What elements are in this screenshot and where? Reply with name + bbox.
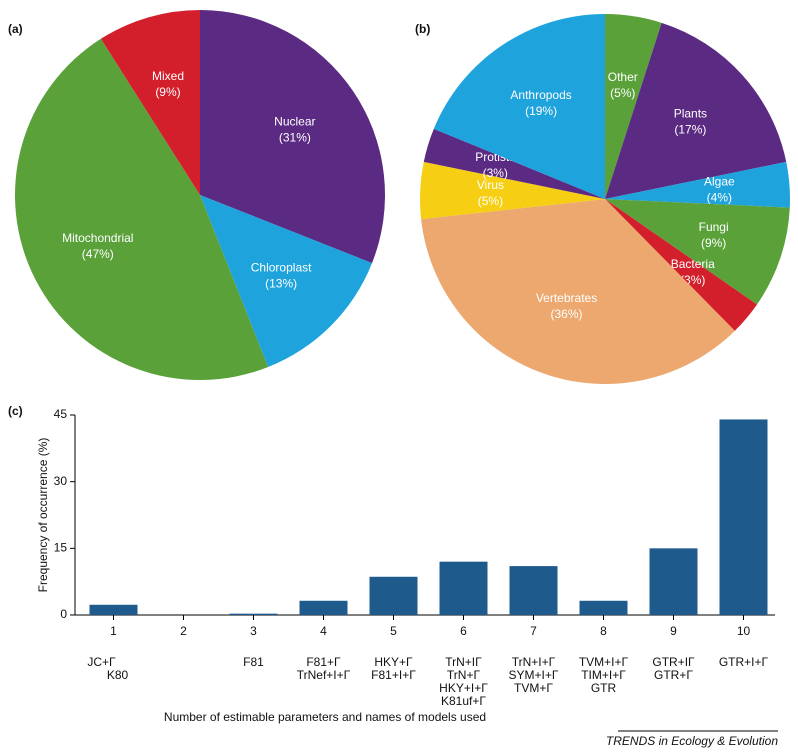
slice-label: Fungi — [699, 220, 729, 234]
x-tick-label: 9 — [670, 624, 677, 638]
pie-slice — [605, 22, 787, 199]
bar — [299, 600, 348, 615]
pie-slice — [423, 128, 605, 199]
y-tick-label: 15 — [54, 541, 68, 555]
x-tick-label: 6 — [460, 624, 467, 638]
source: TRENDS in Ecology & Evolution — [606, 734, 778, 748]
slice-value: (19%) — [525, 104, 557, 118]
bar — [89, 604, 138, 615]
slice-label: Nuclear — [274, 115, 315, 129]
slice-label: Other — [608, 70, 638, 84]
pie-slice — [433, 14, 605, 199]
pie-slice — [605, 199, 790, 305]
panel-label: (b) — [415, 22, 430, 36]
x-tick-label: 1 — [110, 624, 117, 638]
slice-value: (5%) — [478, 194, 503, 208]
pie-slice — [421, 199, 735, 385]
model-name: TrN+IΓ — [445, 655, 482, 669]
y-tick-label: 30 — [54, 474, 68, 488]
slice-label: Anthropods — [510, 88, 571, 102]
bar — [649, 548, 698, 615]
bar — [439, 561, 488, 615]
slice-value: (17%) — [674, 123, 706, 137]
panel-label: (c) — [8, 404, 23, 418]
x-tick-label: 10 — [737, 624, 751, 638]
slice-value: (31%) — [279, 131, 311, 145]
pie-slice — [605, 161, 791, 208]
bar — [719, 419, 768, 615]
slice-value: (4%) — [707, 190, 732, 204]
x-tick-label: 5 — [390, 624, 397, 638]
x-tick-label: 4 — [320, 624, 327, 638]
x-tick-label: 8 — [600, 624, 607, 638]
pie-slice — [100, 10, 200, 195]
model-name: JC+Γ — [87, 655, 116, 669]
model-name: TrN+Γ — [447, 668, 481, 682]
model-name: HKY+I+Γ — [439, 681, 488, 695]
x-tick-label: 2 — [180, 624, 187, 638]
y-tick-label: 0 — [60, 607, 67, 621]
model-name: TrNef+I+Γ — [297, 668, 351, 682]
slice-value: (9%) — [701, 236, 726, 250]
slice-value: (5%) — [610, 86, 635, 100]
model-name: HKY+Γ — [374, 655, 413, 669]
model-name: K80 — [107, 668, 129, 682]
x-tick-label: 3 — [250, 624, 257, 638]
bar — [579, 600, 628, 615]
slice-value: (9%) — [155, 85, 180, 99]
pie-slice — [605, 14, 662, 199]
model-name: TVM+I+Γ — [579, 655, 629, 669]
bar — [229, 613, 278, 615]
slice-label: Virus — [477, 178, 504, 192]
pie-slice — [420, 161, 605, 220]
slice-value: (47%) — [82, 247, 114, 261]
slice-label: Mixed — [152, 69, 184, 83]
model-name: TrN+I+Γ — [512, 655, 556, 669]
x-tick-label: 7 — [530, 624, 537, 638]
bar — [369, 576, 418, 615]
model-name: K81uf+Γ — [441, 694, 486, 708]
model-name: GTR+I+Γ — [719, 655, 769, 669]
pie-slice — [605, 199, 758, 331]
bar — [509, 566, 558, 615]
slice-value: (36%) — [551, 307, 583, 321]
model-name: GTR+Γ — [654, 668, 693, 682]
y-tick-label: 45 — [54, 407, 68, 421]
model-name: F81+Γ — [306, 655, 341, 669]
slice-value: (13%) — [265, 276, 297, 290]
pie-slice — [14, 38, 269, 381]
panel-label: (a) — [8, 22, 23, 36]
model-name: TIM+I+Γ — [581, 668, 626, 682]
model-name: GTR — [591, 681, 617, 695]
x-axis-label: Number of estimable parameters and names… — [164, 710, 486, 724]
model-name: SYM+I+Γ — [509, 668, 559, 682]
slice-label: Bacteria — [671, 257, 715, 271]
slice-label: Chloroplast — [251, 260, 312, 274]
slice-value: (3%) — [483, 166, 508, 180]
pie-slice — [200, 10, 386, 264]
model-name: F81+I+Γ — [371, 668, 416, 682]
slice-label: Algae — [704, 174, 735, 188]
model-name: TVM+Γ — [514, 681, 553, 695]
slice-label: Vertebrates — [536, 291, 597, 305]
model-name: F81 — [243, 655, 264, 669]
pie-slice — [200, 195, 373, 368]
slice-label: Mitochondrial — [62, 231, 133, 245]
y-axis-label: Frequency of occurrence (%) — [36, 438, 50, 593]
slice-label: Plants — [674, 107, 707, 121]
model-name: GTR+IΓ — [652, 655, 695, 669]
